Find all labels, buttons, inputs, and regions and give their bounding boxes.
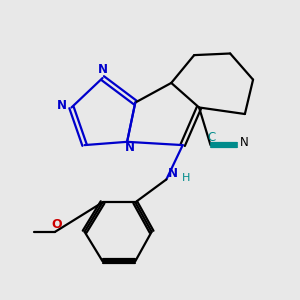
Text: N: N [239,136,248,149]
Text: H: H [182,173,190,183]
Text: N: N [57,99,67,112]
Text: N: N [168,167,178,180]
Text: C: C [207,131,215,144]
Text: O: O [51,218,62,231]
Text: N: N [125,141,135,154]
Text: N: N [98,63,108,76]
